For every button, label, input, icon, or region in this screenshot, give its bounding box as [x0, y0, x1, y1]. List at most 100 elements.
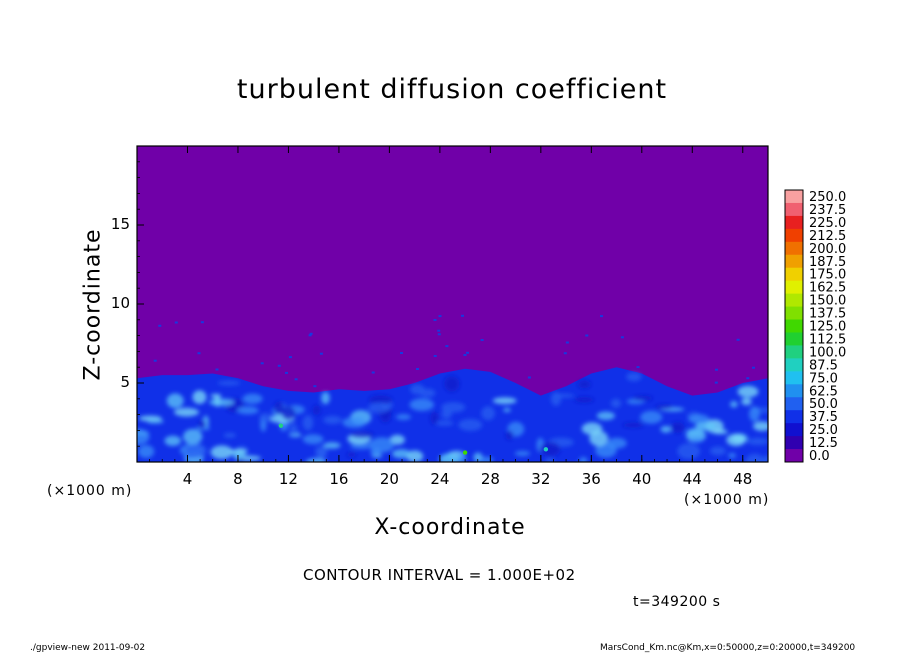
- x-tick-label: 36: [581, 470, 601, 488]
- speck: [445, 345, 449, 348]
- speck: [752, 366, 755, 369]
- texture-blob: [185, 443, 207, 459]
- colorbar-label: 237.5: [809, 203, 846, 218]
- colorbar-swatch: [785, 293, 803, 307]
- texture-blob: [473, 452, 483, 462]
- texture-blob: [626, 372, 642, 382]
- contour-interval: CONTOUR INTERVAL = 1.000E+02: [303, 566, 576, 584]
- speck: [438, 315, 442, 318]
- colorbar-swatch: [785, 384, 803, 398]
- turbulence-texture: [137, 372, 768, 462]
- texture-blob: [579, 456, 588, 462]
- x-tick-label: 44: [682, 470, 702, 488]
- speck: [400, 352, 403, 354]
- colorbar-swatch: [785, 345, 803, 359]
- texture-blob: [578, 380, 591, 389]
- x-tick-label: 16: [329, 470, 349, 488]
- speck: [371, 371, 375, 374]
- speck: [319, 352, 323, 355]
- speck: [585, 334, 589, 337]
- texture-blob: [146, 419, 164, 424]
- texture-blob: [730, 401, 738, 408]
- texture-blob: [688, 414, 710, 424]
- hotspot: [278, 423, 284, 428]
- texture-blob: [505, 430, 514, 440]
- texture-blob: [419, 388, 436, 398]
- texture-blob: [753, 421, 768, 431]
- texture-blob: [302, 434, 324, 445]
- colorbar-swatch: [785, 215, 803, 230]
- texture-blob: [259, 413, 272, 423]
- speck: [153, 359, 157, 362]
- texture-blob: [655, 404, 673, 410]
- texture-blob: [514, 450, 531, 457]
- colorbar-label: 12.5: [809, 436, 838, 451]
- speck: [466, 351, 469, 354]
- x-tick-label: 28: [480, 470, 500, 488]
- colorbar-swatch: [785, 319, 803, 333]
- texture-blob: [210, 445, 233, 460]
- texture-blob: [481, 406, 495, 421]
- footer-right: MarsCond_Km.nc@Km,x=0:50000,z=0:20000,t=…: [600, 643, 856, 653]
- speck: [308, 334, 312, 337]
- texture-blob: [389, 434, 405, 445]
- colorbar-swatch: [785, 202, 803, 217]
- speck: [746, 377, 750, 380]
- texture-blob: [726, 433, 746, 447]
- speck: [565, 341, 569, 344]
- texture-blob: [166, 393, 184, 409]
- texture-blob: [596, 411, 616, 421]
- colorbar-label: 62.5: [809, 384, 838, 399]
- speck: [313, 385, 317, 388]
- texture-blob: [209, 398, 235, 406]
- speck: [174, 321, 178, 324]
- colorbar-swatch: [785, 190, 803, 204]
- texture-blob: [709, 446, 727, 456]
- speck: [433, 355, 437, 357]
- colorbar-label: 100.0: [809, 345, 846, 360]
- colorbar-label: 250.0: [809, 190, 846, 205]
- speck: [200, 321, 204, 324]
- texture-blob: [713, 429, 728, 435]
- texture-blob: [458, 418, 483, 431]
- colorbar-label: 0.0: [809, 449, 830, 464]
- y-tick-label: 10: [110, 294, 130, 312]
- texture-blob: [745, 453, 765, 462]
- colorbar-label: 150.0: [809, 294, 846, 309]
- x-tick-label: 24: [430, 470, 450, 488]
- speck: [527, 376, 531, 379]
- texture-blob: [692, 437, 703, 443]
- speck: [563, 352, 567, 355]
- texture-blob: [435, 420, 454, 426]
- texture-blob: [746, 437, 768, 446]
- texture-blob: [409, 398, 435, 412]
- texture-blob: [242, 393, 263, 404]
- speck: [158, 324, 162, 327]
- texture-blob: [228, 449, 248, 454]
- colorbar-swatch: [785, 397, 803, 411]
- texture-blob: [503, 408, 511, 412]
- speck: [215, 368, 219, 371]
- colorbar-swatch: [785, 423, 803, 437]
- speck: [285, 371, 288, 374]
- texture-blob: [289, 423, 298, 436]
- texture-blob: [632, 395, 653, 401]
- texture-blob: [430, 411, 439, 425]
- y-tick-label: 5: [120, 373, 130, 391]
- speck: [437, 333, 441, 336]
- texture-blob: [574, 397, 594, 403]
- texture-blob: [622, 422, 644, 428]
- texture-blob: [342, 417, 366, 428]
- texture-blob: [737, 385, 759, 398]
- colorbar-label: 137.5: [809, 307, 846, 322]
- colorbar-swatch: [785, 332, 803, 346]
- footer-left: ./gpview-new 2011-09-02: [30, 643, 146, 653]
- time-label: t=349200 s: [633, 594, 721, 610]
- speck: [197, 352, 201, 355]
- texture-blob: [553, 393, 575, 398]
- x-tick-label: 4: [182, 470, 193, 488]
- colorbar-swatch: [785, 410, 803, 424]
- colorbar-swatch: [785, 306, 803, 320]
- colorbar-label: 37.5: [809, 410, 838, 425]
- texture-blob: [670, 422, 685, 433]
